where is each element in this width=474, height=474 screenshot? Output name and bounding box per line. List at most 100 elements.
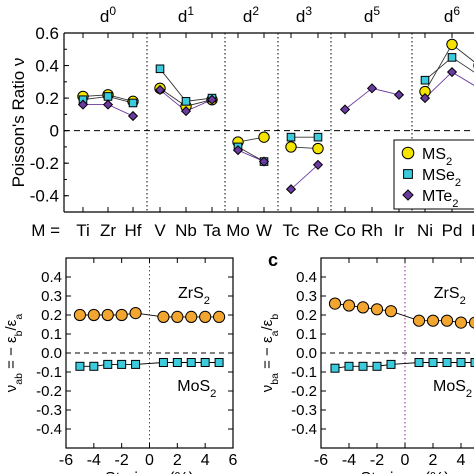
panel-c-ytick-label: 0.1 [296,326,317,343]
x-category-Hf: Hf [125,221,142,240]
panel-c-xtick-label: 0 [401,452,410,469]
group-label-d5-part: 5 [373,4,380,18]
panel-c-y-axis-label-part: ν [259,385,276,393]
panel-c-x-axis-label-part: Strain ε [361,470,414,474]
panel-c-point-ZrS2 [468,316,474,329]
panel-b-ytick-label: 0.3 [41,288,62,305]
panel-b-point-ZrS2 [157,310,170,323]
legend-label-MTe2: MTe2 [422,188,458,210]
panel-c-ytick-label: -0.2 [291,383,317,400]
point-MSe2-Ni [420,75,430,85]
panel-c-xtick-label: -6 [314,452,328,469]
panel-a-ytick-label: 0.4 [35,57,59,76]
panel-b-point-ZrS2 [87,308,100,322]
group-label-d6-part: d [444,7,453,26]
panel-b-xtick-label: -2 [115,452,129,469]
panel-a-ytick-label: -0.2 [30,154,59,173]
panel-c-point-ZrS2 [328,297,342,310]
panel-b-annotation-MoS2-part: MoS [177,378,210,395]
x-category-Pt: Pt [471,221,474,240]
panel-b-series-line-MoS2 [79,362,220,367]
series-line-MSe2 [237,146,265,162]
group-label-d1: d1 [178,4,194,26]
panel-b-ytick-label: -0.1 [36,364,62,381]
panel-b-ytick-label: 0.1 [41,326,62,343]
panel-a-ytick-label: 0.6 [35,24,59,43]
point-MTe2-Hf [127,110,139,122]
panel-c-ytick-label: 0.0 [296,345,317,362]
x-category-Nb: Nb [175,221,197,240]
panel-b-y-axis-label-part: ν [3,385,20,393]
series-line-MTe2 [237,149,265,162]
panel-b-x-axis-label-part: Strain ε [105,470,158,474]
point-MSe2-Re [313,132,323,142]
point-MTe2-Zr [102,99,114,110]
group-label-d1-part: d [178,7,187,26]
group-label-d5: d5 [364,4,380,26]
point-MS2-Pd [446,38,458,51]
panel-b-xtick-label: 2 [173,452,182,469]
panel-b-point-MoS2 [158,358,168,367]
panel-c-point-MoS2 [344,361,354,371]
point-MTe2-Ta [206,94,218,105]
panel-b-point-ZrS2 [185,310,198,323]
panel-a-y-axis-label: Poisson's Ratio ν [9,58,28,188]
panel-c-y-axis-label-part: /ε [259,319,276,330]
panel-c-point-ZrS2 [342,299,356,312]
panel-b-ytick-label: -0.3 [36,402,62,419]
panel-b-xtick-label: -6 [59,452,73,469]
x-category-Zr: Zr [100,221,116,240]
group-label-d6-part: 6 [453,4,460,18]
panel-c-annotation-MoS2: MoS2 [433,378,472,400]
panel-b-series-line-ZrS2 [79,312,220,318]
panel-c-point-ZrS2 [384,305,398,318]
legend-label-MS2: MS2 [422,146,452,168]
panel-c-y-axis-label-part: = − ε [259,336,276,373]
x-category-Rh: Rh [361,221,383,240]
panel-b-annotation-ZrS2-part: ZrS [178,285,204,302]
legend-marker-MTe2 [402,189,414,201]
panel-b-xtick-label: 6 [229,452,238,469]
legend-label-MSe2-part: MSe [422,167,455,184]
panel-c-xtick-label: 4 [457,452,466,469]
panel-b-ytick-label: -0.2 [36,383,62,400]
x-category-Ti: Ti [76,221,90,240]
legend-label-MSe2: MSe2 [422,167,461,189]
panel-c-xtick-label: -4 [342,452,356,469]
panel-c-ytick-label: -0.1 [291,364,317,381]
point-MSe2-Hf [128,98,138,108]
panel-c-annotation-MoS2-part: MoS [433,378,466,395]
panel-b-ytick-label: 0.0 [41,345,62,362]
panel-b-y-axis-label: νab = − εb/εa [3,314,25,393]
x-category-Ta: Ta [203,221,222,240]
panel-c-y-axis-label-part: ba [269,373,281,385]
panel-b-point-ZrS2 [115,308,128,322]
panel-c-label: c [268,250,278,270]
panel-b-point-MoS2 [214,358,224,367]
series-line-MTe2 [290,164,319,190]
panel-c-y-axis-label-part: a [269,330,281,336]
panel-c-point-ZrS2 [454,316,468,329]
panel-b-xtick-label: -4 [87,452,101,469]
panel-b-point-MoS2 [117,359,127,369]
legend-label-MS2-part: 2 [446,156,452,168]
point-MTe2-V [154,84,166,96]
point-MSe2-Zr [103,92,113,101]
panel-c-point-ZrS2 [412,314,426,327]
point-MTe2-W [258,156,270,167]
group-label-d2-part: 2 [252,4,259,18]
group-label-d3: d3 [296,4,312,26]
panel-c-point-ZrS2 [440,314,454,327]
panel-c-x-axis-label: Strain εb (%) [361,470,450,474]
panel-c-point-MoS2 [372,361,382,371]
panel-c-ytick-label: -0.4 [291,421,317,438]
point-MS2-Tc [285,141,297,153]
panel-b-annotation-ZrS2: ZrS2 [178,285,210,307]
x-category-Re: Re [307,221,329,240]
x-category-Tc: Tc [283,221,301,240]
panel-c-xtick-label: -2 [370,452,384,469]
x-category-Ir: Ir [394,221,405,240]
panel-b-ytick-label: 0.2 [41,307,62,324]
point-MTe2-Ni [419,93,431,104]
panel-c-ytick-label: 0.2 [296,307,317,324]
